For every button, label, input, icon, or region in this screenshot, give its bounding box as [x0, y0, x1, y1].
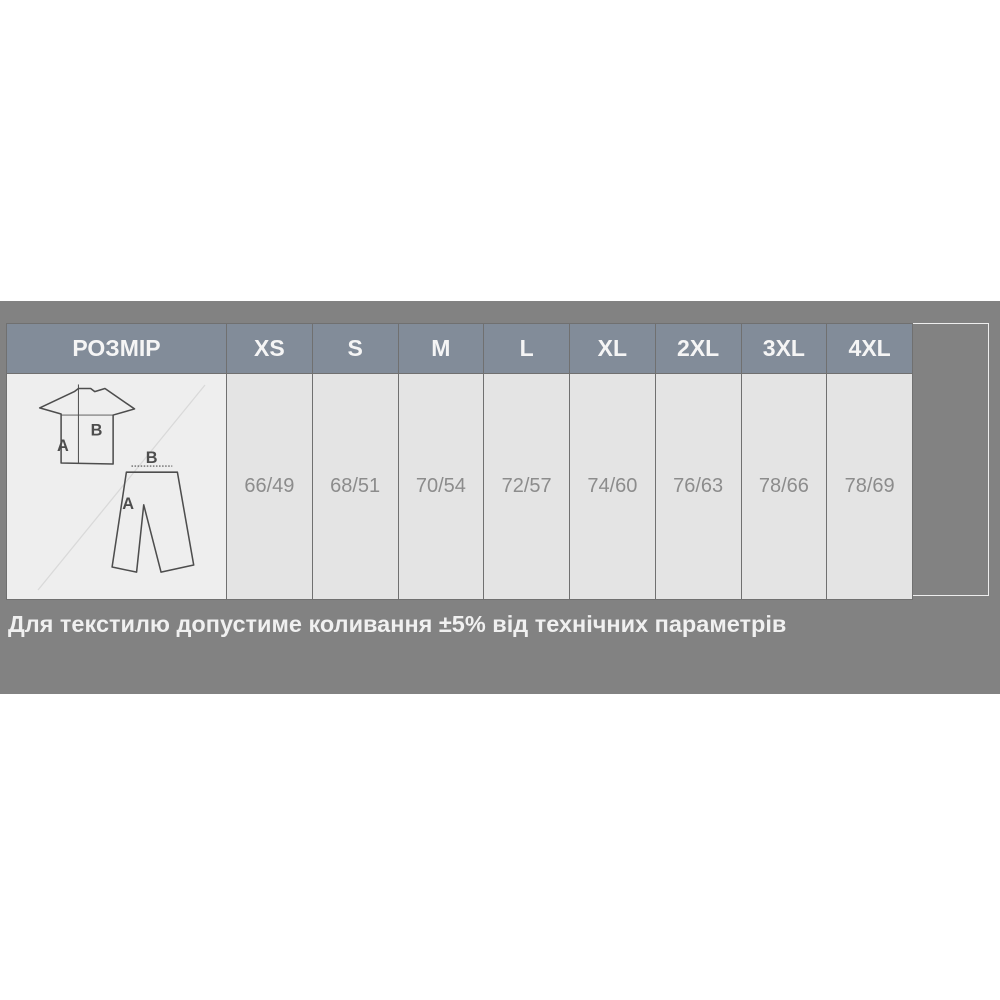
- svg-text:B: B: [146, 449, 158, 467]
- svg-text:B: B: [91, 421, 103, 439]
- svg-text:A: A: [57, 437, 69, 455]
- svg-text:A: A: [122, 495, 134, 513]
